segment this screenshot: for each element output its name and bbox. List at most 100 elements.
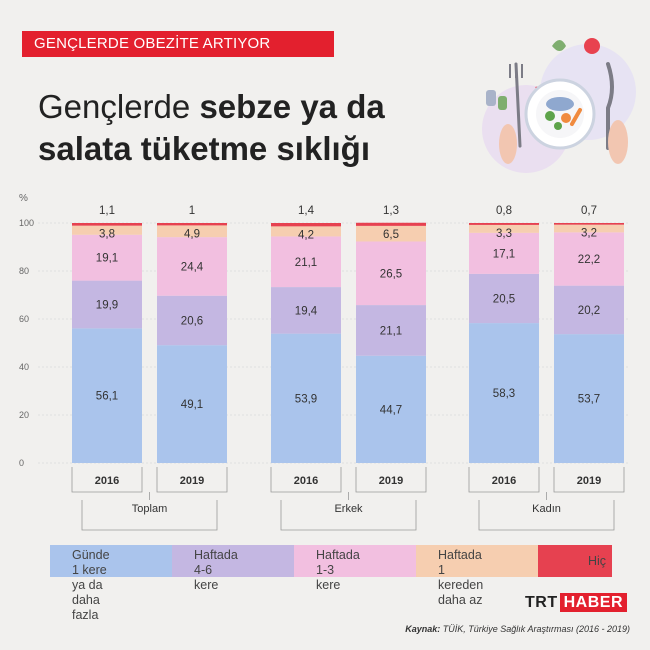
bar-segment	[157, 225, 227, 238]
data-label: 1	[189, 205, 195, 217]
bar-segment	[271, 236, 341, 288]
data-label: 3,3	[496, 228, 512, 240]
bar-segment	[271, 223, 341, 227]
bar-segment	[157, 237, 227, 296]
legend-swatch	[416, 545, 538, 577]
bar-segment	[72, 328, 142, 463]
legend-label: Haftada 1-3 kere	[316, 548, 360, 592]
trt-haber-logo: TRT HABER	[525, 593, 627, 612]
bar-segment	[554, 334, 624, 463]
x-tick-label: 2016	[95, 475, 119, 487]
data-label: 58,3	[493, 388, 515, 400]
x-tick-label: 2016	[492, 475, 516, 487]
bar-segment	[157, 345, 227, 463]
data-label: 19,1	[96, 253, 118, 265]
bar-segment	[356, 241, 426, 306]
x-tick-label: 2019	[577, 475, 601, 487]
data-label: 1,3	[383, 205, 399, 217]
year-bracket	[553, 467, 625, 493]
source-text: TÜİK, Türkiye Sağlık Araştırması (2016 -…	[440, 624, 630, 634]
year-bracket	[355, 467, 427, 493]
y-tick-label: 20	[19, 410, 29, 420]
x-tick-label: 2019	[180, 475, 204, 487]
bar-segment	[72, 225, 142, 235]
data-label: 22,2	[578, 254, 600, 266]
fork-icon	[509, 62, 523, 148]
data-label: 49,1	[181, 399, 203, 411]
source-label: Kaynak:	[405, 624, 441, 634]
bar-segment	[356, 225, 426, 242]
bar-segment	[157, 223, 227, 226]
header-banner: GENÇLERDE OBEZİTE ARTIYOR	[22, 31, 334, 57]
data-label: 44,7	[380, 404, 402, 416]
logo-trt: TRT	[525, 594, 558, 611]
group-bracket	[478, 500, 615, 531]
y-tick-label: 0	[19, 458, 24, 468]
pepper-shaker-icon	[486, 90, 507, 110]
x-tick-label: 2019	[379, 475, 403, 487]
tomato-icon	[584, 38, 600, 54]
data-label: 0,8	[496, 205, 512, 217]
title-bold-1: sebze ya da	[199, 88, 385, 125]
bar-segment	[72, 223, 142, 226]
data-label: 20,5	[493, 293, 515, 305]
data-label: 6,5	[383, 229, 399, 241]
bar-segment	[271, 226, 341, 237]
year-bracket	[71, 467, 143, 493]
bar-segment	[356, 222, 426, 226]
data-label: 3,2	[581, 228, 597, 240]
bar-segment	[554, 223, 624, 225]
bar-segment	[469, 323, 539, 463]
y-tick-label: 100	[19, 218, 34, 228]
data-label: 1,1	[99, 205, 115, 217]
legend-swatch	[294, 545, 416, 577]
data-label: 1,4	[298, 205, 315, 217]
title-light: Gençlerde	[38, 88, 200, 125]
legend-label: Haftada 4-6 kere	[194, 548, 238, 592]
title-bold-2: salata tüketme sıklığı	[38, 130, 370, 167]
x-tick-label: 2016	[294, 475, 318, 487]
data-label: 20,6	[181, 315, 203, 327]
salad-plate-icon	[482, 38, 636, 173]
group-label: Kadın	[532, 503, 561, 515]
y-tick-label: 40	[19, 362, 29, 372]
data-label: 4,2	[298, 229, 314, 241]
data-label: 21,1	[295, 257, 317, 269]
year-bracket	[468, 467, 540, 493]
page-title: Gençlerde sebze ya da salata tüketme sık…	[38, 86, 498, 170]
legend-label: Hiç	[588, 554, 607, 568]
bar-segment	[72, 280, 142, 329]
legend-label: Haftada 1 kereden daha az	[438, 548, 484, 607]
data-label: 17,1	[493, 248, 515, 260]
y-tick-label: 60	[19, 314, 29, 324]
bar-segment	[157, 295, 227, 346]
bar-segment	[469, 232, 539, 274]
legend-label: Günde 1 kere ya da daha fazla	[72, 548, 110, 622]
group-label: Toplam	[132, 503, 167, 515]
data-label: 53,9	[295, 393, 317, 405]
legend-swatch	[50, 545, 172, 577]
bar-segment	[356, 305, 426, 356]
data-label: 20,2	[578, 305, 600, 317]
bar-segment	[554, 232, 624, 286]
year-bracket	[270, 467, 342, 493]
bar-segment	[554, 285, 624, 335]
data-label: 0,7	[581, 205, 597, 217]
data-label: 56,1	[96, 391, 118, 403]
y-axis-unit-label: %	[19, 193, 28, 204]
bar-segment	[469, 224, 539, 233]
bar-segment	[356, 355, 426, 463]
legend-swatch	[538, 545, 612, 577]
data-label: 19,4	[295, 305, 318, 317]
source-note: Kaynak: TÜİK, Türkiye Sağlık Araştırması…	[405, 624, 630, 634]
data-label: 4,9	[184, 228, 200, 240]
data-label: 3,8	[99, 229, 115, 241]
data-label: 24,4	[181, 261, 204, 273]
group-label: Erkek	[334, 503, 363, 515]
data-label: 19,9	[96, 299, 118, 311]
bar-segment	[271, 333, 341, 463]
logo-haber: HABER	[559, 593, 627, 612]
year-bracket	[156, 467, 228, 493]
bar-segment	[469, 273, 539, 324]
